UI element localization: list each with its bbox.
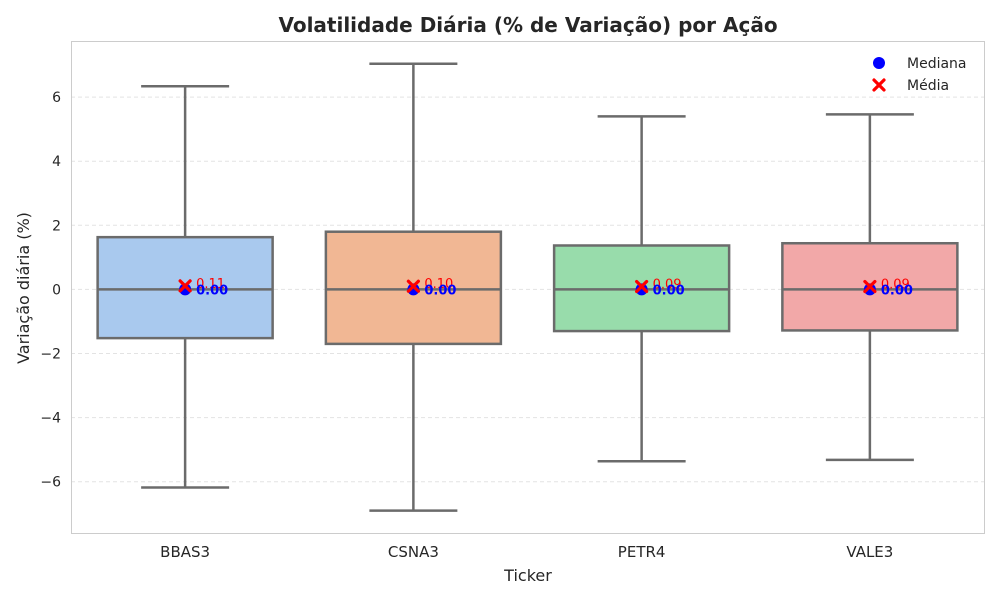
y-tick-label: −4 bbox=[40, 411, 61, 427]
box-vale3: 0.090.00 bbox=[781, 113, 959, 462]
mean-label: 0.10 bbox=[424, 277, 453, 292]
y-tick-label: 6 bbox=[52, 90, 61, 106]
mean-marker bbox=[863, 279, 877, 294]
y-tick-label: −2 bbox=[40, 347, 61, 363]
legend-circle-marker bbox=[873, 57, 885, 69]
legend-item-mediana: Mediana bbox=[873, 56, 967, 72]
median-marker bbox=[407, 283, 420, 296]
legend: Mediana Média bbox=[872, 56, 967, 94]
y-axis-ticks: −6 −4 −2 0 2 4 6 bbox=[40, 90, 61, 491]
median-label: 0.00 bbox=[196, 283, 228, 298]
box-bbas3: 0.110.00 bbox=[96, 84, 274, 489]
x-tick-label: PETR4 bbox=[618, 543, 666, 561]
mean-marker bbox=[635, 279, 649, 294]
y-axis-label: Variação diária (%) bbox=[14, 212, 33, 364]
legend-item-media: Média bbox=[872, 78, 949, 94]
median-label: 0.00 bbox=[653, 283, 685, 298]
mean-marker bbox=[178, 279, 192, 293]
boxes: 0.110.00 0.100.00 0.090.00 0.090.00 bbox=[96, 62, 959, 512]
plot-frame bbox=[71, 41, 985, 534]
mean-marker bbox=[406, 279, 420, 293]
y-tick-label: 2 bbox=[52, 218, 61, 234]
x-axis-ticks: BBAS3 CSNA3 PETR4 VALE3 bbox=[160, 543, 893, 561]
box-petr4: 0.090.00 bbox=[552, 115, 731, 463]
x-tick-label: VALE3 bbox=[846, 543, 893, 561]
grid bbox=[71, 96, 984, 483]
median-label: 0.00 bbox=[881, 283, 913, 298]
y-tick-label: 4 bbox=[52, 154, 61, 170]
median-marker bbox=[863, 283, 876, 296]
median-label: 0.00 bbox=[424, 283, 456, 298]
x-tick-label: BBAS3 bbox=[160, 543, 210, 561]
mean-label: 0.09 bbox=[881, 278, 910, 293]
box-csna3: 0.100.00 bbox=[324, 62, 503, 512]
mean-label: 0.11 bbox=[196, 277, 225, 292]
legend-label: Mediana bbox=[907, 56, 967, 72]
x-tick-label: CSNA3 bbox=[388, 543, 439, 561]
y-tick-label: −6 bbox=[40, 475, 61, 491]
chart-title: Volatilidade Diária (% de Variação) por … bbox=[278, 13, 777, 37]
y-tick-label: 0 bbox=[52, 282, 61, 298]
mean-label: 0.09 bbox=[653, 278, 682, 293]
median-marker bbox=[635, 283, 648, 296]
x-axis-label: Ticker bbox=[503, 566, 552, 585]
median-marker bbox=[179, 283, 192, 296]
legend-x-marker bbox=[872, 78, 886, 92]
legend-label: Média bbox=[907, 78, 949, 94]
